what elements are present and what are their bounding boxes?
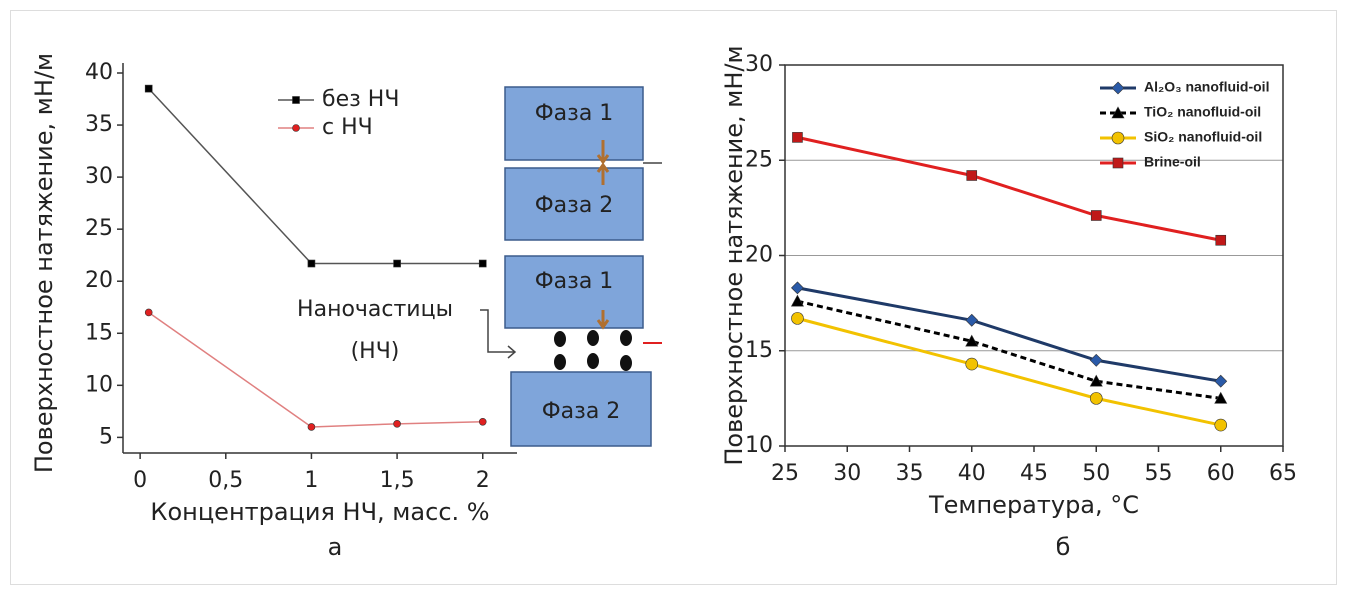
x-tick-label: 1,5 bbox=[380, 468, 415, 493]
annotation: Фаза 1 bbox=[535, 269, 614, 294]
annotation: Фаза 1 bbox=[535, 101, 614, 126]
nanoparticles bbox=[554, 330, 632, 371]
marker bbox=[293, 125, 300, 132]
marker bbox=[394, 420, 401, 427]
y-tick-label: 15 bbox=[745, 338, 773, 363]
annotation: Фаза 2 bbox=[535, 193, 614, 218]
y-tick-label: 25 bbox=[85, 216, 113, 241]
marker bbox=[145, 309, 152, 316]
legend-label: Al₂O₃ nanofluid-oil bbox=[1144, 79, 1269, 95]
legend-label: SiO₂ nanofluid-oil bbox=[1144, 129, 1262, 145]
marker bbox=[792, 132, 802, 142]
marker bbox=[145, 85, 152, 92]
marker bbox=[967, 170, 977, 180]
legend-label: с НЧ bbox=[322, 115, 373, 140]
marker bbox=[966, 314, 978, 326]
x-tick-label: 45 bbox=[1020, 461, 1048, 486]
legend-label: Brine-oil bbox=[1144, 154, 1201, 170]
marker bbox=[308, 423, 315, 430]
x-tick-label: 2 bbox=[476, 468, 490, 493]
y-tick-label: 25 bbox=[745, 147, 773, 172]
x-axis-title: Концентрация НЧ, масс. % bbox=[150, 498, 489, 526]
panel-label: б bbox=[1056, 533, 1071, 561]
annotation: Фаза 2 bbox=[542, 399, 621, 424]
y-tick-label: 30 bbox=[85, 164, 113, 189]
marker bbox=[1090, 354, 1102, 366]
y-tick-label: 20 bbox=[745, 243, 773, 268]
x-tick-label: 0 bbox=[133, 468, 147, 493]
x-tick-label: 0,5 bbox=[208, 468, 243, 493]
legend-label: TiO₂ nanofluid-oil bbox=[1144, 104, 1261, 120]
marker bbox=[791, 282, 803, 294]
y-tick-label: 35 bbox=[85, 112, 113, 137]
marker bbox=[966, 358, 978, 370]
marker bbox=[1113, 158, 1123, 168]
marker bbox=[1112, 132, 1124, 144]
x-tick-label: 25 bbox=[771, 461, 799, 486]
y-axis-title: Поверхностное натяжение, мН/м bbox=[720, 45, 748, 465]
marker bbox=[394, 260, 401, 267]
marker bbox=[308, 260, 315, 267]
y-tick-label: 40 bbox=[85, 60, 113, 85]
x-tick-label: 30 bbox=[833, 461, 861, 486]
x-tick-label: 60 bbox=[1207, 461, 1235, 486]
series-line bbox=[797, 301, 1220, 398]
marker bbox=[479, 418, 486, 425]
marker bbox=[1215, 375, 1227, 387]
x-tick-label: 55 bbox=[1145, 461, 1173, 486]
y-tick-label: 10 bbox=[745, 433, 773, 458]
marker bbox=[293, 97, 300, 104]
marker bbox=[1112, 82, 1124, 94]
legend-label: без НЧ bbox=[322, 87, 399, 112]
x-tick-label: 35 bbox=[896, 461, 924, 486]
series-line bbox=[149, 89, 483, 264]
x-tick-label: 65 bbox=[1269, 461, 1297, 486]
y-tick-label: 10 bbox=[85, 372, 113, 397]
marker bbox=[791, 312, 803, 324]
x-tick-label: 1 bbox=[304, 468, 318, 493]
figure: Фаза 1 Фаза 2 Фаза 1 Наночастицы (НЧ) Фа… bbox=[0, 0, 1347, 595]
series-line bbox=[149, 312, 483, 427]
x-axis-title: Температура, °С bbox=[928, 491, 1139, 519]
annotation: Наночастицы bbox=[297, 297, 453, 322]
y-tick-label: 15 bbox=[85, 320, 113, 345]
annotation: (НЧ) bbox=[351, 339, 400, 364]
x-tick-label: 50 bbox=[1082, 461, 1110, 486]
marker bbox=[1215, 419, 1227, 431]
marker bbox=[1090, 392, 1102, 404]
panel-label: а bbox=[328, 533, 343, 561]
marker bbox=[1091, 210, 1101, 220]
y-tick-label: 5 bbox=[99, 424, 113, 449]
x-tick-label: 40 bbox=[958, 461, 986, 486]
y-axis-title: Поверхностное натяжение, мН/м bbox=[30, 53, 58, 473]
marker bbox=[1216, 235, 1226, 245]
y-tick-label: 30 bbox=[745, 52, 773, 77]
marker bbox=[479, 260, 486, 267]
y-tick-label: 20 bbox=[85, 268, 113, 293]
